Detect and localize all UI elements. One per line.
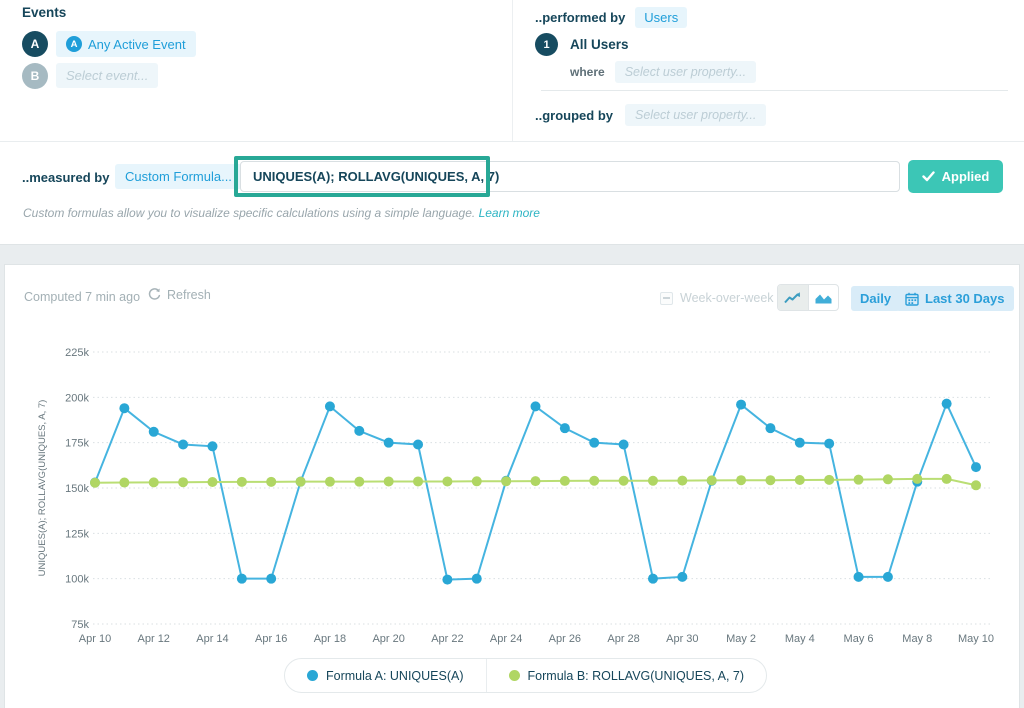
events-section: Events A A Any Active Event B Select eve…	[0, 0, 513, 141]
svg-text:May 2: May 2	[726, 633, 756, 645]
svg-text:May 10: May 10	[958, 633, 994, 645]
grouped-by-selector[interactable]: Select user property...	[625, 104, 767, 126]
calendar-icon	[905, 292, 919, 306]
svg-text:May 8: May 8	[902, 633, 932, 645]
measure-type-value: Custom Formula...	[125, 169, 232, 184]
area-chart-icon	[815, 294, 832, 303]
measure-type-selector[interactable]: Custom Formula...	[115, 164, 242, 189]
divider	[541, 90, 1008, 91]
where-placeholder: Select user property...	[624, 65, 747, 79]
svg-text:Apr 24: Apr 24	[490, 633, 522, 645]
line-chart-icon	[784, 291, 801, 303]
svg-text:200k: 200k	[65, 392, 89, 404]
performed-by-label: ..performed by	[535, 10, 626, 25]
svg-text:175k: 175k	[65, 438, 89, 450]
svg-text:125k: 125k	[65, 528, 89, 540]
check-icon	[921, 171, 935, 182]
svg-text:Apr 20: Apr 20	[372, 633, 404, 645]
interval-label: Daily	[860, 291, 892, 306]
svg-text:225k: 225k	[65, 347, 89, 359]
area-chart-toggle[interactable]	[809, 285, 839, 310]
formula-a-dot-icon	[307, 670, 318, 681]
refresh-label: Refresh	[167, 287, 211, 302]
svg-text:150k: 150k	[65, 483, 89, 495]
legend-label-formula-a: Formula A: UNIQUES(A)	[326, 668, 464, 683]
week-over-week-toggle[interactable]: Week-over-week	[660, 291, 774, 305]
measured-by-label: ..measured by	[22, 170, 110, 185]
svg-text:Apr 12: Apr 12	[138, 633, 170, 645]
event-badge-a: A	[22, 31, 48, 57]
event-b-placeholder: Select event...	[66, 68, 149, 83]
applied-button[interactable]: Applied	[908, 160, 1003, 193]
svg-text:Apr 28: Apr 28	[607, 633, 639, 645]
svg-text:Apr 16: Apr 16	[255, 633, 287, 645]
dash-icon	[663, 297, 670, 299]
refresh-button[interactable]: Refresh	[147, 287, 211, 302]
event-selector-a[interactable]: A Any Active Event	[56, 31, 196, 57]
measured-by-section: ..measured by Custom Formula... UNIQUES(…	[0, 141, 1024, 245]
chart-legend: Formula A: UNIQUES(A) Formula B: ROLLAVG…	[284, 658, 768, 693]
week-over-week-label: Week-over-week	[680, 291, 774, 305]
svg-text:May 6: May 6	[844, 633, 874, 645]
helper-text-body: Custom formulas allow you to visualize s…	[23, 206, 476, 220]
formula-b-dot-icon	[508, 670, 520, 681]
performed-by-section: ..performed by Users 1 All Users where S…	[513, 0, 1024, 141]
event-selector-b[interactable]: Select event...	[56, 63, 159, 88]
event-a-label: Any Active Event	[88, 36, 186, 52]
svg-text:75k: 75k	[71, 619, 89, 631]
legend-label-formula-b: Formula B: ROLLAVG(UNIQUES, A, 7)	[527, 668, 745, 683]
svg-text:UNIQUES(A); ROLLAVG(UNIQUES, A: UNIQUES(A); ROLLAVG(UNIQUES, A, 7)	[37, 400, 48, 577]
week-over-week-checkbox[interactable]	[660, 291, 673, 305]
event-badge-b: B	[22, 63, 48, 89]
legend-item-formula-a[interactable]: Formula A: UNIQUES(A)	[285, 659, 486, 692]
svg-text:Apr 18: Apr 18	[314, 633, 346, 645]
line-chart[interactable]: 75k 100k 125k 150k 175k 200k 225k Apr 10 Apr 12 A…	[5, 325, 1017, 655]
svg-text:Apr 30: Apr 30	[666, 633, 698, 645]
applied-label: Applied	[941, 169, 990, 184]
helper-text: Custom formulas allow you to visualize s…	[23, 206, 540, 220]
segment-label: All Users	[570, 37, 629, 52]
svg-text:Apr 14: Apr 14	[196, 633, 228, 645]
interval-selector[interactable]: Daily	[851, 286, 901, 311]
svg-text:100k: 100k	[65, 574, 89, 586]
refresh-icon	[148, 288, 161, 300]
svg-text:May 4: May 4	[785, 633, 815, 645]
date-range-selector[interactable]: Last 30 Days	[896, 286, 1014, 311]
query-builder-panel: Events A A Any Active Event B Select eve…	[0, 0, 1024, 245]
chart-type-toggle	[777, 284, 839, 311]
where-label: where	[570, 65, 605, 79]
any-active-event-icon: A	[66, 36, 82, 52]
computed-status: Computed 7 min ago	[24, 290, 141, 304]
date-range-label: Last 30 Days	[925, 291, 1005, 306]
learn-more-link[interactable]: Learn more	[478, 206, 540, 220]
performed-by-value: Users	[644, 10, 679, 25]
events-title: Events	[22, 5, 67, 20]
chart-panel: Computed 7 min ago Refresh Week-over-wee…	[4, 264, 1020, 708]
svg-text:Apr 26: Apr 26	[549, 633, 581, 645]
svg-text:Apr 22: Apr 22	[431, 633, 463, 645]
legend-item-formula-b[interactable]: Formula B: ROLLAVG(UNIQUES, A, 7)	[485, 659, 766, 692]
line-chart-toggle[interactable]	[778, 285, 809, 310]
performed-by-selector[interactable]: Users	[635, 7, 688, 28]
where-property-selector[interactable]: Select user property...	[614, 61, 757, 83]
grouped-by-label: ..grouped by	[535, 107, 613, 123]
svg-text:Apr 10: Apr 10	[79, 633, 111, 645]
segment-badge: 1	[535, 33, 558, 56]
grouped-by-placeholder: Select user property...	[635, 108, 757, 122]
formula-input[interactable]: UNIQUES(A); ROLLAVG(UNIQUES, A, 7)	[240, 161, 900, 192]
